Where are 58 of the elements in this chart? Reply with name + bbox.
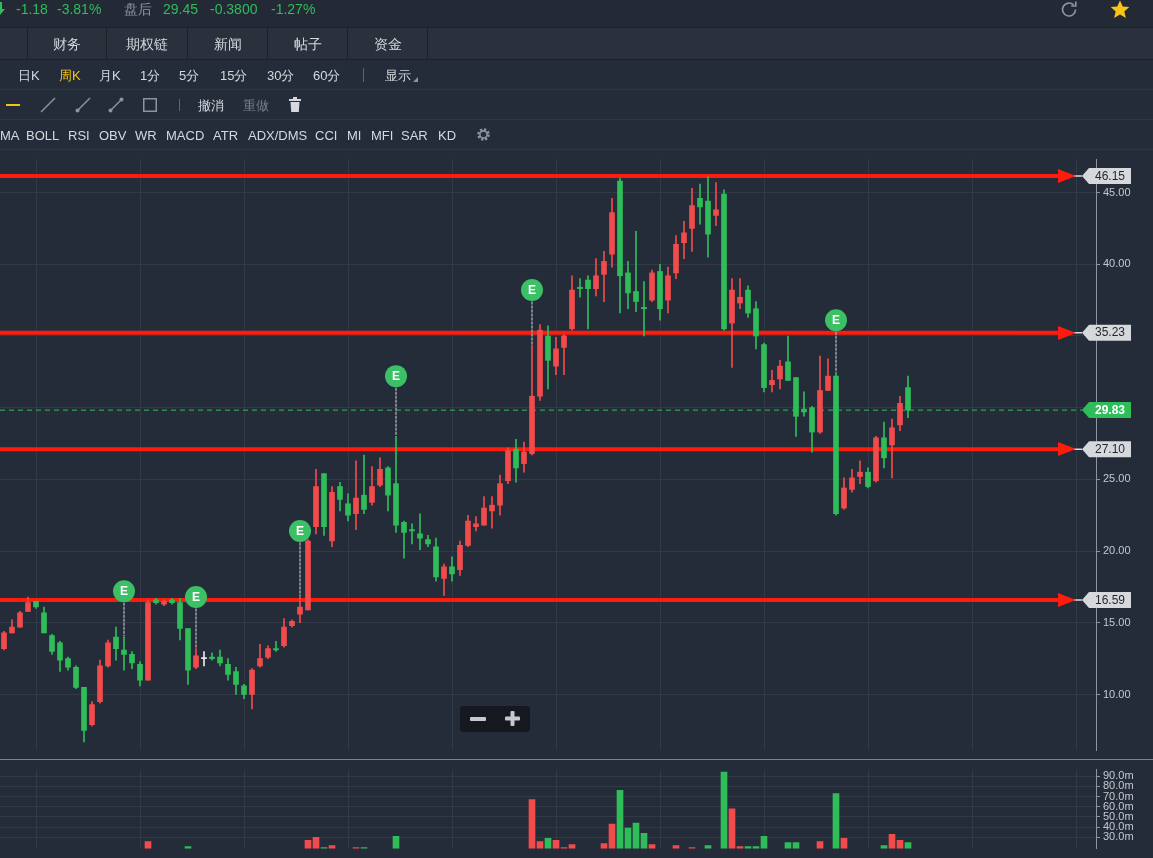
text: ADX/DMS <box>248 127 308 143</box>
y-tick-label: 15.00 <box>1103 615 1131 628</box>
text: CCI <box>315 127 338 143</box>
text: 1分 <box>140 67 161 83</box>
y-tick-label: 30.0m <box>1103 830 1134 843</box>
text: E <box>391 368 401 383</box>
text: -1.27% <box>271 1 316 17</box>
text: 60分 <box>313 67 341 83</box>
text: WR <box>135 127 157 143</box>
text: -0.3800 <box>210 1 258 17</box>
ref-line-label: 29.83 <box>1094 402 1126 417</box>
text: -3.81% <box>57 1 102 17</box>
text: OBV <box>99 127 127 143</box>
text: MI <box>347 127 362 143</box>
text: E <box>191 589 201 604</box>
text: -1.18 <box>16 1 48 17</box>
y-tick-label: 20.00 <box>1103 544 1131 557</box>
y-tick-label: 10.00 <box>1103 687 1131 700</box>
text: 日K <box>18 67 40 83</box>
text: 盘后 <box>124 1 152 17</box>
y-tick-label: 25.00 <box>1103 472 1131 485</box>
tab: 期权链 <box>107 28 188 59</box>
text: 月K <box>99 67 121 83</box>
y-tick-label: 60.0m <box>1103 799 1134 812</box>
text: 15分 <box>220 67 248 83</box>
text: E <box>295 523 305 538</box>
y-tick-label: 50.0m <box>1103 809 1134 822</box>
series-label: E <box>527 282 537 297</box>
ref-line-label: 16.59 <box>1094 592 1126 607</box>
text: E <box>831 313 841 328</box>
text: BOLL <box>26 127 60 143</box>
y-tick-label: 80.0m <box>1103 779 1134 792</box>
text: ATR <box>213 127 239 143</box>
y-tick-label: 90.0m <box>1103 769 1134 782</box>
text: 5分 <box>179 67 200 83</box>
text: MA <box>0 127 20 143</box>
text: 周K <box>59 67 81 83</box>
text: 29.45 <box>163 1 199 17</box>
text: MACD <box>166 127 205 143</box>
ref-line-label: 35.23 <box>1094 325 1126 340</box>
text: MFI <box>371 127 394 143</box>
tab: 帖子 <box>268 28 348 59</box>
tab: 新闻 <box>188 28 268 59</box>
y-tick-label: 40.00 <box>1103 257 1131 270</box>
text: KD <box>438 127 457 143</box>
text: E <box>119 584 129 599</box>
y-tick-label: 40.0m <box>1103 820 1134 833</box>
text: RSI <box>68 127 90 143</box>
text: 重做 <box>243 97 269 113</box>
ref-line-label: 46.15 <box>1094 168 1126 183</box>
tab: 资金 <box>348 28 428 59</box>
y-tick-label: 45.00 <box>1103 185 1131 198</box>
text: 撤消 <box>198 97 224 113</box>
y-tick-label: 70.0m <box>1103 789 1134 802</box>
text: 显示 <box>385 67 411 83</box>
text: SAR <box>401 127 428 143</box>
ref-line-label: 27.10 <box>1094 442 1126 457</box>
text: 30分 <box>267 67 295 83</box>
